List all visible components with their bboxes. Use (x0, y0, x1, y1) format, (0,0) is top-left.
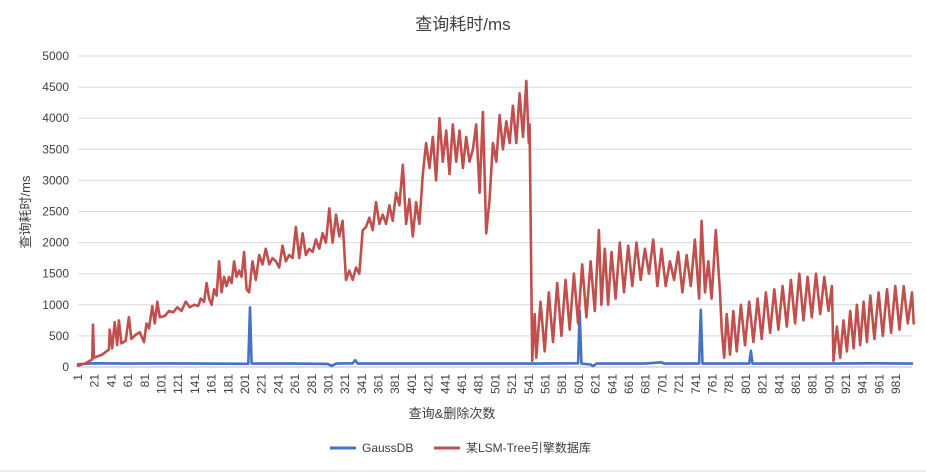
y-tick-label: 500 (49, 329, 69, 343)
y-tick-label: 1000 (42, 298, 69, 312)
y-tick-label: 3000 (42, 173, 69, 187)
x-axis-title: 查询&删除次数 (409, 406, 496, 421)
y-tick-label: 4500 (42, 80, 69, 94)
x-tick-label: 221 (255, 374, 269, 394)
x-tick-label: 921 (839, 374, 853, 394)
x-tick-label: 821 (756, 374, 770, 394)
x-tick-label: 1 (71, 374, 85, 381)
x-tick-label: 901 (822, 374, 836, 394)
x-tick-label: 181 (221, 374, 235, 394)
x-tick-label: 961 (872, 374, 886, 394)
y-tick-label: 2000 (42, 236, 69, 250)
x-tick-label: 721 (672, 374, 686, 394)
axes: 0 500 1000 1500 2000 2500 3000 3500 4000 4500 5000… (0, 49, 926, 472)
x-tick-label: 661 (622, 374, 636, 394)
x-tick-label: 341 (355, 374, 369, 394)
x-tick-label: 421 (422, 374, 436, 394)
x-tick-label: 521 (505, 374, 519, 394)
x-tick-label: 621 (589, 374, 603, 394)
y-tick-label: 4000 (42, 111, 69, 125)
legend: GaussDB 某LSM-Tree引擎数据库 (330, 440, 591, 455)
x-tick-label: 461 (455, 374, 469, 394)
x-tick-label: 161 (205, 374, 219, 394)
x-tick-label: 581 (555, 374, 569, 394)
x-tick-label: 141 (188, 374, 202, 394)
y-tick-label: 2500 (42, 205, 69, 219)
x-tick-label: 861 (789, 374, 803, 394)
x-tick-label: 261 (288, 374, 302, 394)
x-tick-label: 981 (889, 374, 903, 394)
x-tick-label: 81 (138, 374, 152, 388)
x-tick-label: 741 (689, 374, 703, 394)
x-tick-label: 701 (655, 374, 669, 394)
x-tick-label: 941 (856, 374, 870, 394)
legend-label: 某LSM-Tree引擎数据库 (466, 440, 591, 455)
y-tick-label: 1500 (42, 267, 69, 281)
x-tick-label: 601 (572, 374, 586, 394)
x-tick-label: 321 (338, 374, 352, 394)
x-tick-label: 301 (322, 374, 336, 394)
x-tick-label: 481 (472, 374, 486, 394)
x-tick-label: 841 (772, 374, 786, 394)
x-tick-label: 541 (522, 374, 536, 394)
x-tick-label: 441 (438, 374, 452, 394)
series-layer (76, 79, 915, 368)
x-tick-label: 281 (305, 374, 319, 394)
legend-label: GaussDB (362, 441, 413, 455)
x-tick-label: 641 (605, 374, 619, 394)
chart-title: 查询耗时/ms (415, 15, 510, 34)
x-tick-label: 101 (155, 374, 169, 394)
series-line (76, 306, 914, 368)
x-tick-label: 61 (121, 374, 135, 388)
x-tick-label: 561 (539, 374, 553, 394)
x-tick-label: 801 (739, 374, 753, 394)
y-tick-label: 3500 (42, 142, 69, 156)
x-tick-label: 381 (388, 374, 402, 394)
series-line (76, 79, 915, 368)
x-tick-label: 361 (372, 374, 386, 394)
x-tick-label: 501 (488, 374, 502, 394)
x-tick-label: 241 (271, 374, 285, 394)
x-tick-label: 761 (706, 374, 720, 394)
x-tick-label: 781 (722, 374, 736, 394)
y-tick-label: 0 (62, 360, 69, 374)
x-tick-label: 881 (806, 374, 820, 394)
x-tick-label: 21 (88, 374, 102, 388)
y-tick-label: 5000 (42, 49, 69, 63)
x-tick-label: 41 (104, 374, 118, 388)
x-tick-label: 681 (639, 374, 653, 394)
gridlines (78, 55, 912, 337)
y-axis-title: 查询耗时/ms (18, 175, 33, 248)
x-tick-label: 201 (238, 374, 252, 394)
x-tick-label: 401 (405, 374, 419, 394)
x-tick-label: 121 (171, 374, 185, 394)
